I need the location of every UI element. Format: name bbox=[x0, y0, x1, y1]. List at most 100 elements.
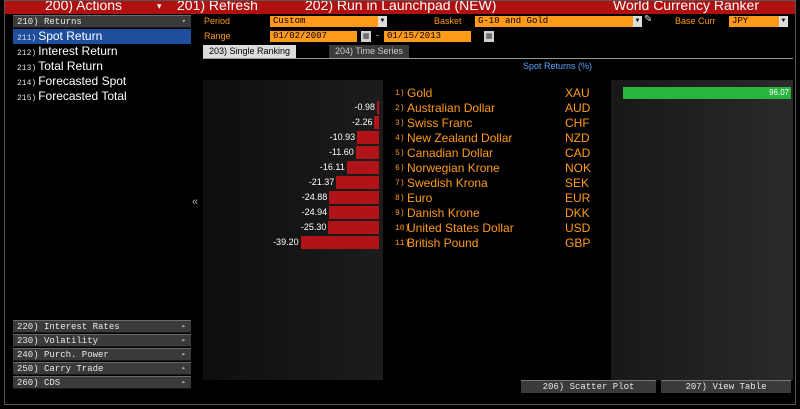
chart-bar bbox=[623, 87, 792, 99]
sidebar-section-header[interactable]: 260) CDS ▸ bbox=[13, 376, 191, 389]
sidebar-section-header[interactable]: 220) Interest Rates ▸ bbox=[13, 320, 191, 333]
sidebar-item-label: Forecasted Spot bbox=[38, 74, 127, 88]
period-select[interactable]: Custom bbox=[270, 16, 378, 27]
chart-bar-value: -10.93 bbox=[329, 132, 356, 142]
base-currency-dropdown-icon[interactable]: ▼ bbox=[779, 16, 788, 27]
currency-code: CHF bbox=[565, 116, 590, 130]
sidebar-item-return[interactable]: 213) Total Return bbox=[13, 59, 191, 74]
sidebar-item-label: Spot Return bbox=[38, 29, 103, 43]
currency-name[interactable]: Norwegian Krone bbox=[407, 161, 500, 175]
sidebar-section-label: 250) Carry Trade bbox=[17, 364, 104, 374]
sidebar-item-code: 215) bbox=[17, 94, 37, 103]
actions-menu[interactable]: 200) Actions bbox=[45, 1, 123, 13]
chart-bar-value: -21.37 bbox=[308, 177, 335, 187]
currency-code: USD bbox=[565, 221, 591, 235]
top-menu-bar: 200) Actions ▾ 201) Refresh 202) Run in … bbox=[5, 1, 795, 14]
basket-label: Basket bbox=[434, 16, 462, 26]
base-currency-select[interactable]: JPY bbox=[729, 16, 779, 27]
sidebar-item-return[interactable]: 211) Spot Return bbox=[13, 29, 191, 44]
basket-dropdown-icon[interactable]: ▼ bbox=[633, 16, 642, 27]
returns-section-label: 210) Returns bbox=[17, 17, 82, 27]
sidebar-section-header[interactable]: 240) Purch. Power ▸ bbox=[13, 348, 191, 361]
rank-number: 9) bbox=[395, 209, 405, 218]
sidebar-item-return[interactable]: 212) Interest Return bbox=[13, 44, 191, 59]
currency-name[interactable]: Canadian Dollar bbox=[407, 146, 494, 160]
currency-code: NOK bbox=[565, 161, 592, 175]
rank-number: 1) bbox=[395, 89, 405, 98]
sidebar-section-header[interactable]: 250) Carry Trade ▸ bbox=[13, 362, 191, 375]
sidebar-item-label: Total Return bbox=[38, 59, 103, 73]
currency-code: CAD bbox=[565, 146, 591, 160]
sidebar-section-label: 230) Volatility bbox=[17, 336, 99, 346]
chart-bar bbox=[329, 191, 379, 204]
chevron-down-icon: ▾ bbox=[181, 18, 186, 26]
currency-name[interactable]: British Pound bbox=[407, 236, 479, 250]
chart-bar-value: -11.60 bbox=[328, 147, 354, 157]
sidebar-item-return[interactable]: 214) Forecasted Spot bbox=[13, 74, 191, 89]
chart-title: Spot Returns (%) bbox=[523, 61, 593, 71]
currency-name[interactable]: New Zealand Dollar bbox=[407, 131, 513, 145]
rank-number: 4) bbox=[395, 134, 405, 143]
chevron-right-icon: ▸ bbox=[181, 365, 186, 373]
chart-bar bbox=[336, 176, 379, 189]
chart-bar-value: -39.20 bbox=[273, 237, 299, 247]
returns-section-header[interactable]: 210) Returns ▾ bbox=[13, 15, 191, 28]
main-panel: Period Custom ▼ Basket G-10 and Gold ▼ ✎… bbox=[198, 14, 795, 404]
rank-number: 5) bbox=[395, 149, 405, 158]
currency-name[interactable]: Australian Dollar bbox=[407, 101, 496, 115]
range-start-input[interactable]: 01/02/2007 bbox=[270, 31, 357, 42]
sidebar-section-label: 220) Interest Rates bbox=[17, 322, 120, 332]
currency-name[interactable]: Swedish Krona bbox=[407, 176, 488, 190]
range-separator: - bbox=[376, 30, 379, 40]
collapse-panel-icon[interactable]: « bbox=[192, 196, 199, 208]
period-label: Period bbox=[204, 16, 231, 26]
sidebar-item-code: 213) bbox=[17, 64, 37, 73]
edit-basket-icon[interactable]: ✎ bbox=[644, 14, 653, 25]
chevron-right-icon: ▸ bbox=[181, 337, 186, 345]
chart-bar-value: -25.30 bbox=[300, 222, 327, 232]
chart-bar-value: -2.26 bbox=[351, 117, 373, 127]
chevron-right-icon: ▸ bbox=[181, 379, 186, 387]
chart-bar-value: -16.11 bbox=[319, 162, 345, 172]
currency-code: GBP bbox=[565, 236, 591, 250]
run-in-launchpad-button[interactable]: 202) Run in Launchpad (NEW) bbox=[305, 1, 497, 13]
chart-bar bbox=[300, 236, 379, 249]
calendar-icon[interactable]: ▦ bbox=[484, 31, 494, 42]
range-end-input[interactable]: 01/15/2013 bbox=[384, 31, 471, 42]
sidebar-item-label: Interest Return bbox=[38, 44, 118, 58]
refresh-button[interactable]: 201) Refresh bbox=[177, 1, 258, 13]
scatter-plot-button[interactable]: 206) Scatter Plot bbox=[521, 380, 656, 393]
actions-dropdown-icon[interactable]: ▾ bbox=[157, 1, 162, 11]
tab-time-series[interactable]: 204) Time Series bbox=[329, 45, 410, 58]
currency-code: EUR bbox=[565, 191, 591, 205]
range-label: Range bbox=[204, 31, 231, 41]
view-table-button[interactable]: 207) View Table bbox=[661, 380, 791, 393]
chevron-right-icon: ▸ bbox=[181, 323, 186, 331]
positive-bars-area bbox=[611, 80, 793, 380]
sidebar: 210) Returns ▾ 211) Spot Return 212) Intere… bbox=[13, 14, 191, 396]
calendar-icon[interactable]: ▦ bbox=[361, 31, 371, 42]
currency-code: XAU bbox=[565, 86, 590, 100]
currency-name[interactable]: Swiss Franc bbox=[407, 116, 473, 130]
basket-select[interactable]: G-10 and Gold bbox=[475, 16, 633, 27]
currency-name[interactable]: United States Dollar bbox=[407, 221, 514, 235]
sidebar-item-return[interactable]: 215) Forecasted Total bbox=[13, 89, 191, 104]
currency-name[interactable]: Danish Krone bbox=[407, 206, 480, 220]
period-dropdown-icon[interactable]: ▼ bbox=[378, 16, 387, 27]
app-title: World Currency Ranker bbox=[613, 1, 760, 13]
rank-number: 2) bbox=[395, 104, 405, 113]
tab-single-ranking[interactable]: 203) Single Ranking bbox=[203, 45, 297, 58]
chart-bar bbox=[357, 131, 379, 144]
chart-bar-value: 96.07 bbox=[769, 88, 790, 97]
chart-bar bbox=[346, 161, 379, 174]
sidebar-section-header[interactable]: 230) Volatility ▸ bbox=[13, 334, 191, 347]
base-currency-label: Base Curr bbox=[675, 16, 716, 26]
chevron-right-icon: ▸ bbox=[181, 351, 186, 359]
currency-code: AUD bbox=[565, 101, 591, 115]
view-tabs: 203) Single Ranking 204) Time Series bbox=[203, 45, 793, 59]
currency-name[interactable]: Gold bbox=[407, 86, 433, 100]
chart-bar bbox=[328, 221, 379, 234]
sidebar-sections: 220) Interest Rates ▸ 230) Volatility ▸ 240)… bbox=[13, 320, 191, 390]
sidebar-item-code: 212) bbox=[17, 49, 37, 58]
currency-name[interactable]: Euro bbox=[407, 191, 433, 205]
